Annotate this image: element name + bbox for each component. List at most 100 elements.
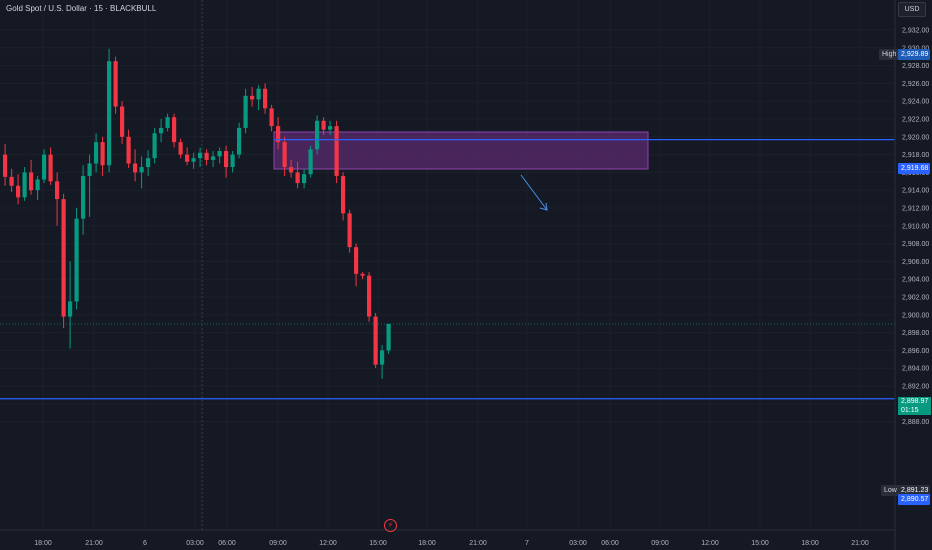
x-tick-label: 18:00 — [34, 540, 52, 547]
candle-body — [224, 151, 229, 168]
candle-body — [230, 154, 235, 168]
candle-body — [146, 158, 151, 168]
candle-body — [217, 151, 222, 157]
candle-body — [276, 126, 281, 143]
x-tick-label: 03:00 — [186, 540, 204, 547]
x-tick-label: 18:00 — [801, 540, 819, 547]
y-tick-label: 2,900.00 — [902, 312, 929, 319]
candle-body — [295, 172, 300, 184]
lightning-icon[interactable]: ⚡ — [384, 519, 397, 532]
candle-body — [29, 172, 34, 191]
candle-body — [263, 88, 268, 109]
x-tick-label: 03:00 — [569, 540, 587, 547]
chart-grid — [201, 0, 203, 530]
supply-zone — [273, 131, 649, 170]
candle-body — [172, 117, 177, 143]
candle-body — [126, 136, 131, 164]
candles — [3, 48, 391, 379]
candle-body — [282, 142, 287, 168]
candle-body — [152, 133, 157, 159]
x-tick-label: 21:00 — [469, 540, 487, 547]
y-tick-label: 2,930.00 — [902, 45, 929, 52]
x-tick-label: 09:00 — [269, 540, 287, 547]
x-tick-label: 18:00 — [418, 540, 436, 547]
y-tick-label: 2,910.00 — [902, 223, 929, 230]
candle-body — [341, 175, 346, 214]
candle-body — [360, 273, 365, 276]
candle-body — [3, 154, 8, 177]
low-label: Low — [881, 485, 900, 496]
projection-arrow-line — [520, 174, 548, 211]
last-price-tag: 2,898.97 01:15 — [898, 397, 931, 415]
y-tick-label: 2,922.00 — [902, 117, 929, 124]
y-tick-label: 2,928.00 — [902, 63, 929, 70]
candle-body — [87, 163, 92, 176]
y-tick-label: 2,908.00 — [902, 241, 929, 248]
candle-body — [289, 167, 294, 173]
y-tick-label: 2,904.00 — [902, 277, 929, 284]
candle-body — [22, 172, 27, 198]
candle-body — [386, 323, 391, 351]
candle-body — [68, 301, 73, 317]
candle-body — [321, 120, 326, 130]
y-tick-label: 2,918.00 — [902, 152, 929, 159]
candle-body — [328, 126, 333, 130]
candle-body — [159, 127, 164, 134]
candle-body — [16, 185, 21, 198]
candle-body — [243, 95, 248, 128]
x-tick-label: 7 — [525, 540, 529, 547]
candle-body — [302, 174, 307, 184]
candle-body — [81, 175, 86, 219]
candle-body — [191, 158, 196, 162]
candle-body — [237, 127, 242, 155]
y-tick-label: 2,892.00 — [902, 384, 929, 391]
y-tick-label: 2,906.00 — [902, 259, 929, 266]
candle-body — [380, 350, 385, 365]
candle-body — [354, 247, 359, 274]
x-tick-label: 12:00 — [701, 540, 719, 547]
candle-body — [139, 167, 144, 173]
candle-body — [94, 142, 99, 164]
candle-body — [367, 275, 372, 317]
zone-rect — [273, 131, 649, 170]
currency-button[interactable]: USD — [898, 2, 926, 17]
x-tick-label: 09:00 — [651, 540, 669, 547]
y-tick-label: 2,912.00 — [902, 206, 929, 213]
candle-body — [61, 199, 66, 317]
y-tick-label: 2,896.00 — [902, 348, 929, 355]
axes: 2,932.00 2,930.00 2,928.00 2,926.00 2,924.00… — [34, 28, 929, 548]
projection-arrow-head — [539, 202, 548, 211]
y-tick-label: 2,914.00 — [902, 188, 929, 195]
level-value-tag: 2,919.68 — [898, 163, 930, 174]
candle-body — [256, 88, 261, 100]
candle-body — [269, 108, 274, 127]
high-label: High — [879, 49, 900, 60]
x-tick-label: 21:00 — [85, 540, 103, 547]
candle-body — [133, 163, 138, 173]
y-tick-label: 2,920.00 — [902, 134, 929, 141]
candle-body — [55, 181, 60, 200]
low-value-tag: 2,891.23 — [898, 485, 930, 496]
x-tick-label: 06:00 — [218, 540, 236, 547]
x-tick-label: 6 — [143, 540, 147, 547]
y-tick-label: 2,924.00 — [902, 99, 929, 106]
candle-body — [308, 149, 313, 175]
symbol-title[interactable]: Gold Spot / U.S. Dollar · 15 · BLACKBULL — [6, 4, 157, 13]
candle-body — [185, 154, 190, 162]
bar-countdown: 01:15 — [901, 407, 919, 414]
x-tick-label: 15:00 — [751, 540, 769, 547]
candle-body — [347, 213, 352, 248]
candle-body — [334, 126, 339, 176]
candle-body — [113, 61, 118, 107]
y-tick-label: 2,932.00 — [902, 28, 929, 35]
candle-body — [120, 106, 125, 137]
candle-body — [35, 179, 40, 191]
last-price-value: 2,898.97 — [901, 398, 929, 405]
candle-body — [107, 61, 112, 166]
x-tick-label: 06:00 — [601, 540, 619, 547]
x-tick-label: 12:00 — [319, 540, 337, 547]
candle-body — [42, 154, 47, 180]
bottom-line-tag: 2,890.57 — [898, 494, 930, 505]
high-value-tag: 2,929.89 — [898, 49, 930, 60]
